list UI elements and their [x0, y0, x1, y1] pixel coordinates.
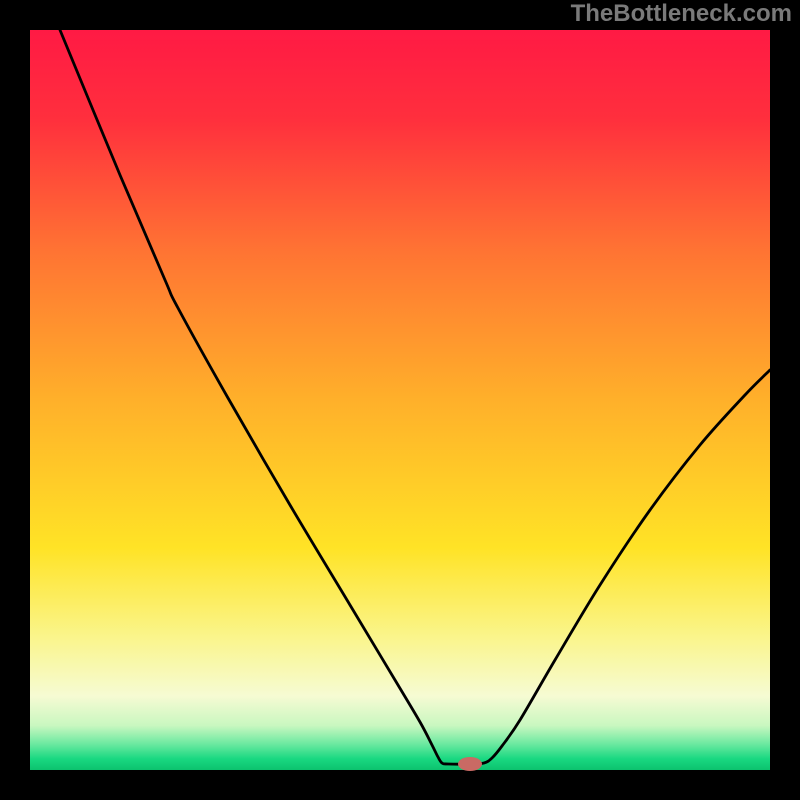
bottleneck-chart: [0, 0, 800, 800]
watermark-text: TheBottleneck.com: [571, 0, 792, 28]
chart-container: TheBottleneck.com: [0, 0, 800, 800]
plot-area: [30, 30, 770, 770]
optimal-marker: [458, 757, 482, 771]
